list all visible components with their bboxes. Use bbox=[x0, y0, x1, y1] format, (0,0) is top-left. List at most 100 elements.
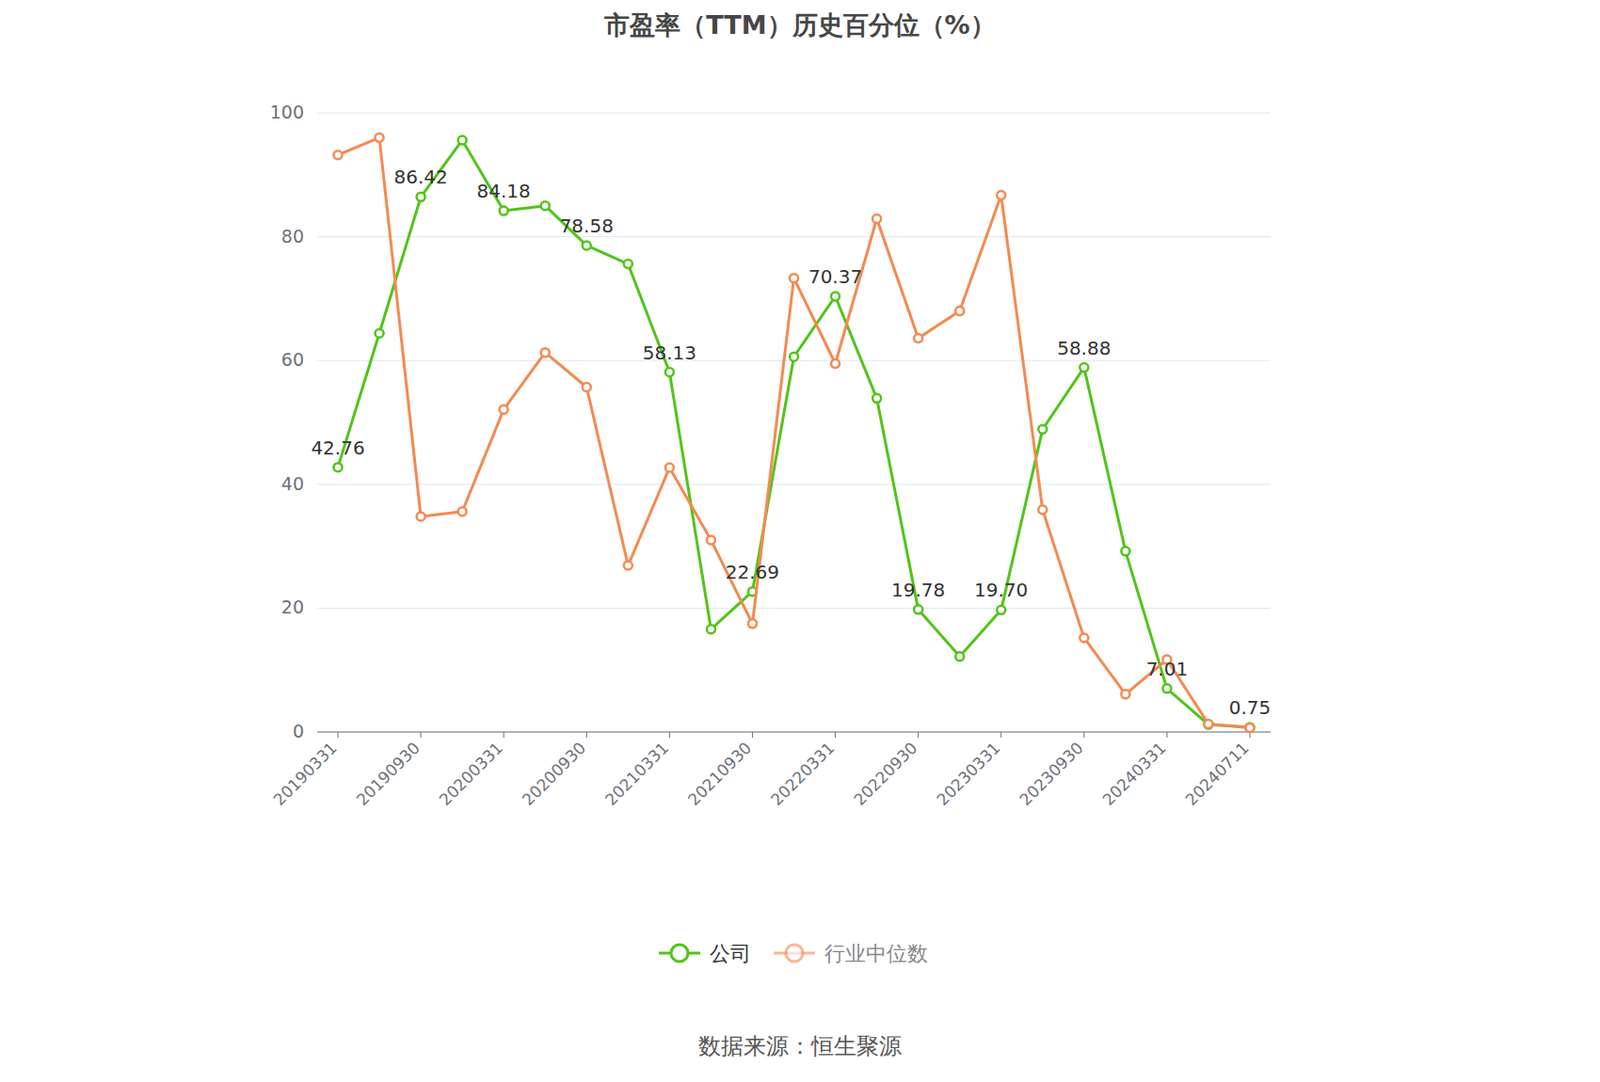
x-tick-label: 20210331 bbox=[601, 738, 672, 810]
point bbox=[913, 334, 923, 343]
x-tick bbox=[917, 732, 919, 738]
legend-label: 公司 bbox=[709, 942, 752, 966]
legend-item[interactable]: 公司 bbox=[658, 942, 752, 966]
point bbox=[1079, 363, 1088, 372]
x-tick-label: 20220331 bbox=[767, 738, 838, 810]
point bbox=[996, 606, 1006, 615]
grid-line bbox=[317, 608, 1271, 609]
point bbox=[1120, 546, 1130, 556]
x-tick-label: 20240331 bbox=[1098, 738, 1169, 810]
point bbox=[1079, 633, 1088, 642]
data-label: 86.42 bbox=[393, 165, 448, 189]
legend-marker bbox=[671, 944, 688, 962]
grid-line bbox=[317, 236, 1271, 238]
point bbox=[416, 512, 426, 522]
point bbox=[706, 624, 716, 634]
x-tick-label: 20220930 bbox=[849, 738, 921, 810]
point bbox=[458, 135, 467, 144]
data-label: 84.18 bbox=[477, 179, 531, 203]
point bbox=[872, 394, 881, 403]
point bbox=[996, 191, 1006, 200]
data-label: 58.88 bbox=[1056, 336, 1111, 360]
point bbox=[334, 150, 343, 160]
data-label: 19.70 bbox=[974, 578, 1028, 602]
x-tick bbox=[834, 732, 836, 738]
data-label: 58.13 bbox=[642, 341, 697, 365]
point bbox=[541, 348, 550, 357]
data-label: 7.01 bbox=[1146, 657, 1189, 681]
point bbox=[375, 329, 384, 338]
x-tick bbox=[1000, 732, 1002, 738]
point bbox=[831, 359, 840, 368]
x-tick bbox=[1166, 732, 1168, 738]
point bbox=[499, 207, 509, 216]
x-tick bbox=[1083, 732, 1085, 738]
data-label: 42.76 bbox=[310, 436, 365, 460]
x-tick bbox=[420, 732, 422, 738]
legend-marker bbox=[785, 944, 803, 962]
point bbox=[706, 536, 716, 545]
point bbox=[955, 652, 964, 661]
data-label: 78.58 bbox=[560, 214, 614, 238]
x-tick bbox=[337, 732, 339, 738]
point bbox=[789, 273, 799, 283]
point bbox=[665, 464, 674, 473]
point bbox=[416, 192, 426, 202]
x-tick bbox=[752, 732, 753, 738]
x-tick-label: 20230331 bbox=[932, 738, 1004, 810]
data-labels: 42.7686.4284.1878.5858.1322.6970.3719.78… bbox=[310, 165, 1271, 720]
grid-line bbox=[317, 732, 1271, 734]
y-tick-label: 40 bbox=[281, 473, 304, 495]
x-tick-label: 20190930 bbox=[352, 738, 424, 810]
x-axis bbox=[317, 732, 1271, 734]
x-tick-label: 20210930 bbox=[684, 738, 755, 810]
plot-area bbox=[334, 133, 1255, 733]
series-line bbox=[337, 140, 1250, 728]
source: 数据来源：恒生聚源 bbox=[698, 1033, 902, 1060]
data-label: 19.78 bbox=[891, 578, 945, 602]
point bbox=[1203, 720, 1213, 730]
point bbox=[458, 507, 467, 516]
x-tick-label: 20230930 bbox=[1015, 738, 1087, 810]
x-tick-label: 20200331 bbox=[435, 738, 507, 810]
point bbox=[1245, 723, 1254, 733]
point bbox=[624, 560, 633, 570]
point bbox=[789, 352, 799, 362]
point bbox=[582, 383, 592, 392]
point bbox=[1162, 684, 1171, 693]
point bbox=[334, 463, 343, 472]
point bbox=[665, 368, 674, 377]
y-tick-label: 100 bbox=[270, 101, 304, 123]
x-tick bbox=[669, 732, 671, 738]
y-tick-label: 20 bbox=[281, 596, 304, 618]
point bbox=[499, 405, 509, 415]
x-tick bbox=[586, 732, 588, 738]
point bbox=[624, 259, 633, 269]
grid-line bbox=[317, 112, 1271, 114]
point bbox=[748, 619, 757, 628]
y-tick-label: 80 bbox=[281, 225, 304, 247]
point bbox=[1038, 425, 1047, 434]
data-label: 0.75 bbox=[1229, 696, 1272, 720]
point bbox=[1038, 505, 1047, 514]
point bbox=[831, 291, 840, 301]
point bbox=[1245, 723, 1254, 733]
point bbox=[375, 133, 384, 143]
legend-item[interactable]: 行业中位数 bbox=[773, 942, 928, 966]
y-tick-label: 60 bbox=[281, 349, 304, 370]
data-label: 22.69 bbox=[725, 560, 780, 584]
y-tick-label: 0 bbox=[292, 720, 304, 742]
x-tick-label: 20200930 bbox=[518, 738, 590, 810]
x-tick bbox=[503, 732, 505, 738]
point bbox=[1203, 720, 1213, 729]
point bbox=[955, 306, 964, 316]
point bbox=[913, 605, 923, 614]
chart: 市盈率（TTM）历史百分位（%） 0 20 40 60 80 100 201903312019… bbox=[0, 0, 1600, 1082]
x-tick-label: 20240711 bbox=[1181, 738, 1252, 810]
point bbox=[582, 240, 592, 250]
point bbox=[1120, 689, 1130, 699]
title: 市盈率（TTM）历史百分位（%） bbox=[603, 10, 995, 40]
x-tick-label: 20190331 bbox=[270, 738, 341, 810]
point bbox=[541, 201, 550, 210]
legend-label: 行业中位数 bbox=[824, 942, 928, 966]
